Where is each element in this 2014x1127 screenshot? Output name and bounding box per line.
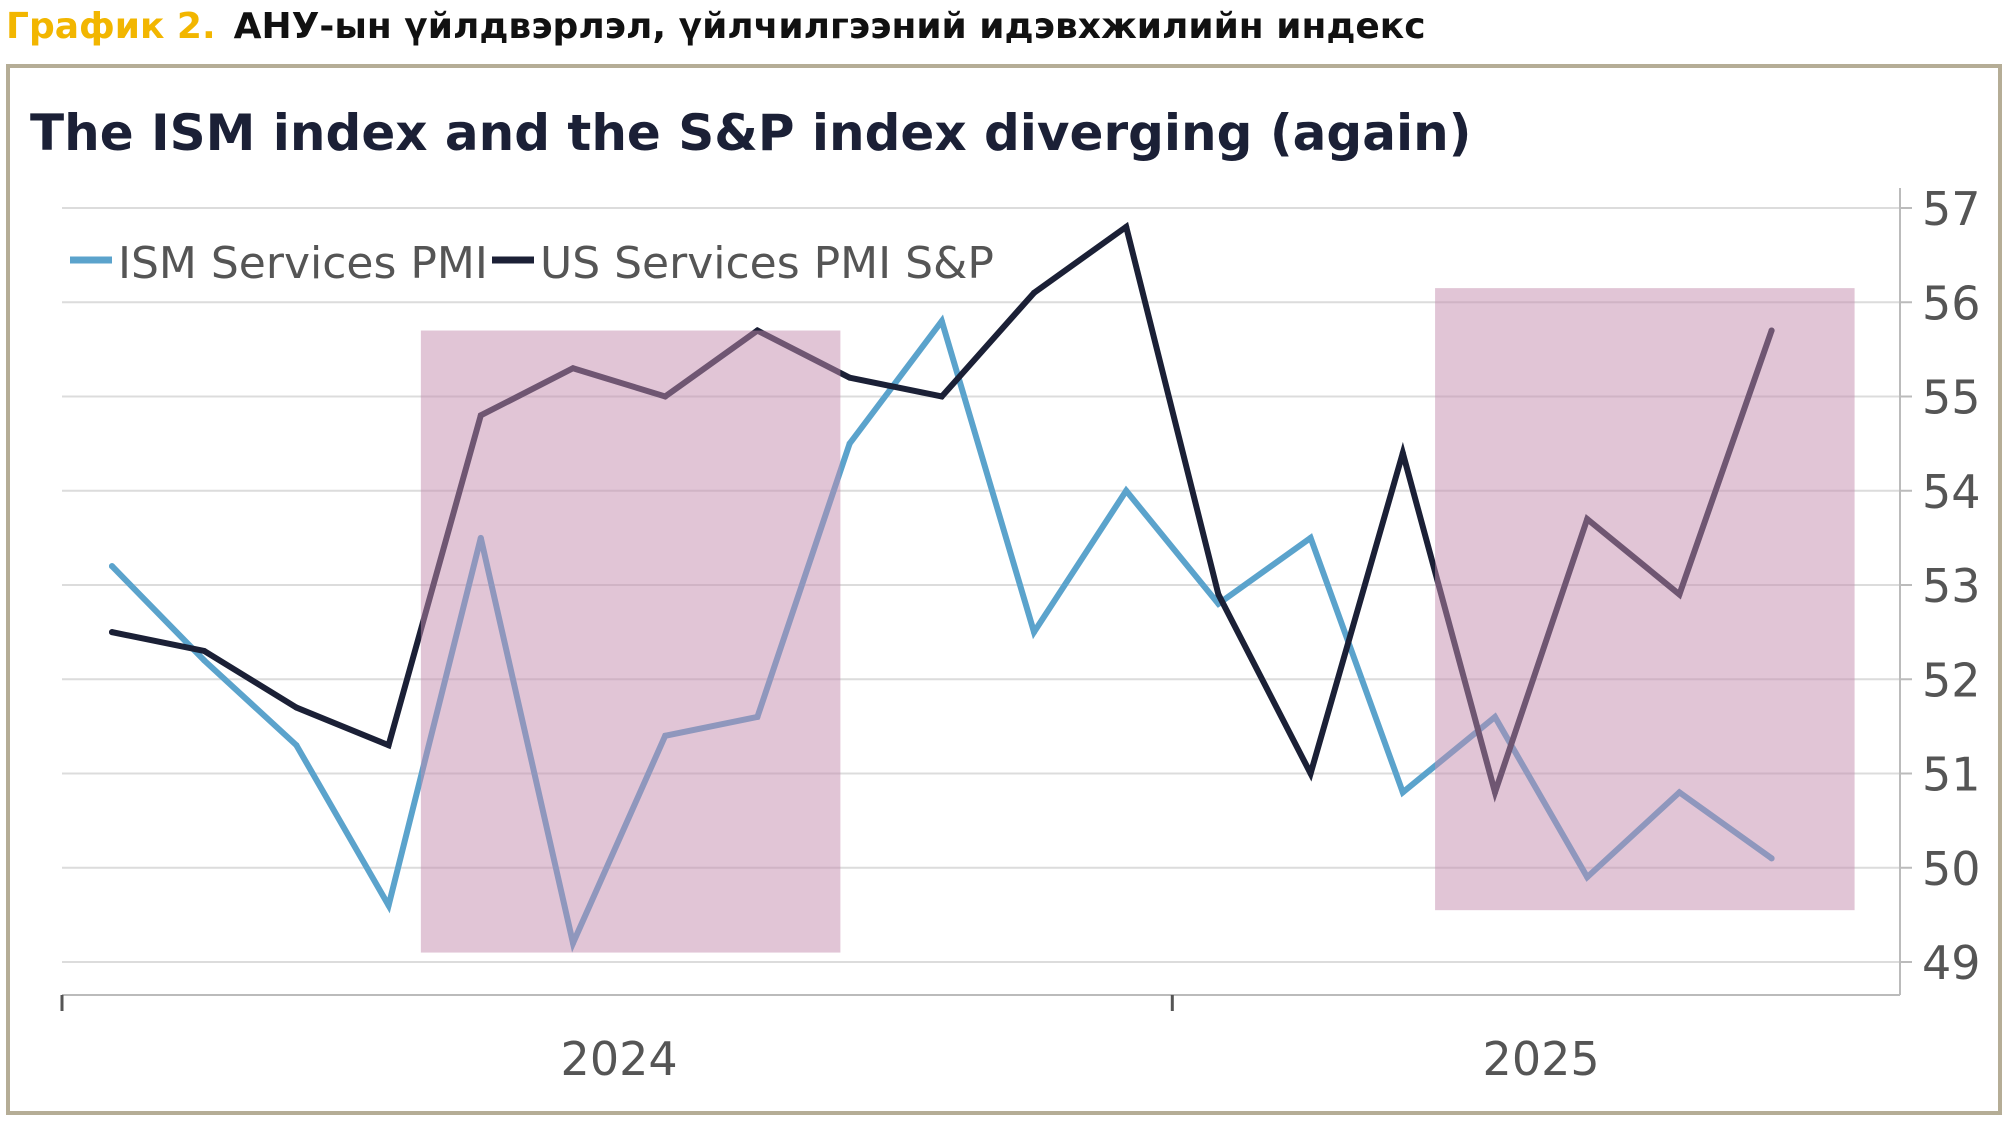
x-tick-label: 2025	[1483, 1032, 1600, 1086]
y-tick-label: 57	[1922, 182, 1981, 236]
legend-label: US Services PMI S&P	[540, 238, 994, 289]
data-point	[846, 440, 853, 447]
data-point	[1215, 591, 1222, 598]
data-point	[109, 629, 115, 636]
y-tick-label: 53	[1922, 559, 1981, 613]
y-tick-label: 49	[1922, 936, 1981, 990]
data-point	[201, 657, 208, 664]
y-tick-label: 52	[1922, 653, 1981, 707]
x-tick-label: 2024	[561, 1032, 678, 1086]
legend: ISM Services PMI US Services PMI S&P	[70, 238, 994, 289]
chart-title: The ISM index and the S&P index divergin…	[30, 104, 1472, 162]
figure-caption-title: АНУ-ын үйлдвэрлэл, үйлчилгээний идэвхжил…	[233, 6, 1426, 47]
y-tick-label: 51	[1922, 748, 1981, 802]
data-point	[938, 318, 945, 325]
data-point	[1307, 770, 1314, 777]
legend-label: ISM Services PMI	[118, 238, 488, 289]
data-point	[846, 374, 853, 381]
data-point	[938, 393, 945, 400]
data-point	[1399, 450, 1406, 457]
data-point	[385, 902, 392, 909]
figure-caption: График 2. АНУ-ын үйлдвэрлэл, үйлчилгээний…	[6, 4, 1426, 50]
y-tick-label: 50	[1922, 842, 1981, 896]
data-point	[293, 704, 300, 711]
data-point	[1123, 223, 1130, 230]
y-tick-label: 54	[1922, 465, 1981, 519]
y-tick-label: 56	[1922, 276, 1981, 330]
data-point	[1031, 289, 1037, 296]
data-point	[1123, 487, 1130, 494]
y-tick-label: 55	[1922, 371, 1981, 425]
data-point	[1399, 789, 1406, 796]
data-point	[385, 742, 392, 749]
data-point	[293, 742, 300, 749]
shaded-region	[420, 330, 841, 953]
data-point	[109, 563, 115, 570]
data-point	[1031, 629, 1037, 636]
figure-number: График 2.	[6, 6, 216, 47]
shaded-region	[1435, 288, 1855, 911]
data-point	[1307, 534, 1314, 541]
data-point	[201, 647, 208, 654]
